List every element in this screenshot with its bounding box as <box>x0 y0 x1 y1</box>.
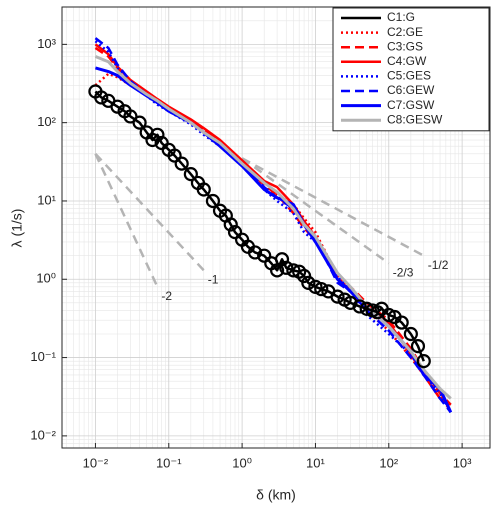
series-line <box>94 43 452 406</box>
marker <box>174 156 189 171</box>
y-tick-label: 10⁰ <box>36 271 56 286</box>
series-line <box>94 90 425 362</box>
series-line <box>94 46 452 406</box>
reference-label: -2 <box>161 289 172 303</box>
x-tick-label: 10⁰ <box>232 455 252 470</box>
x-tick-label: 10⁻² <box>83 455 109 470</box>
reference-label: -2/3 <box>393 265 414 279</box>
legend-label: C3:GS <box>387 39 423 53</box>
marker <box>150 127 165 142</box>
y-tick-label: 10⁻¹ <box>30 349 56 364</box>
x-tick-label: 10¹ <box>306 455 325 470</box>
legend-label: C5:GES <box>387 69 431 83</box>
reference-line <box>241 157 425 257</box>
marker <box>196 182 211 197</box>
marker <box>110 99 125 114</box>
marker <box>403 326 418 342</box>
marker <box>205 193 221 209</box>
reference-line <box>241 157 390 265</box>
marker <box>227 225 243 240</box>
marker <box>279 260 294 275</box>
legend-label: C4:GW <box>387 54 427 68</box>
marker <box>94 90 109 105</box>
series-line <box>94 55 452 400</box>
marker <box>183 167 198 182</box>
x-axis-label: δ (km) <box>256 487 296 503</box>
marker <box>352 299 367 314</box>
reference-label: -1 <box>208 273 219 287</box>
marker <box>257 248 272 263</box>
marker <box>416 354 431 369</box>
legend-label: C7:GSW <box>387 98 435 112</box>
y-tick-label: 10³ <box>37 36 56 51</box>
y-axis-label: λ (1/s) <box>9 209 25 248</box>
marker <box>314 281 329 297</box>
legend-box <box>332 7 490 132</box>
marker <box>330 289 345 304</box>
reference-label: -1/2 <box>428 258 449 272</box>
axes-box <box>61 6 491 449</box>
y-tick-label: 10¹ <box>37 192 56 207</box>
marker <box>394 315 409 330</box>
marker <box>410 339 426 354</box>
legend-label: C6:GEW <box>387 83 435 97</box>
marker <box>301 275 316 290</box>
marker <box>286 263 301 278</box>
marker <box>167 148 182 163</box>
marker <box>343 295 358 310</box>
x-tick-label: 10³ <box>453 455 472 470</box>
reference-line <box>94 153 159 288</box>
x-tick-label: 10⁻¹ <box>156 455 182 470</box>
marker <box>247 245 263 260</box>
marker <box>132 115 147 130</box>
marker <box>223 217 238 232</box>
x-tick-label: 10² <box>379 455 398 470</box>
legend-label: C1:G <box>387 10 415 24</box>
legend-label: C8:GESW <box>387 112 443 126</box>
legend-label: C2:GE <box>387 25 423 39</box>
y-tick-label: 10⁻² <box>30 427 56 442</box>
reference-line <box>94 152 205 272</box>
y-tick-label: 10² <box>37 114 56 129</box>
